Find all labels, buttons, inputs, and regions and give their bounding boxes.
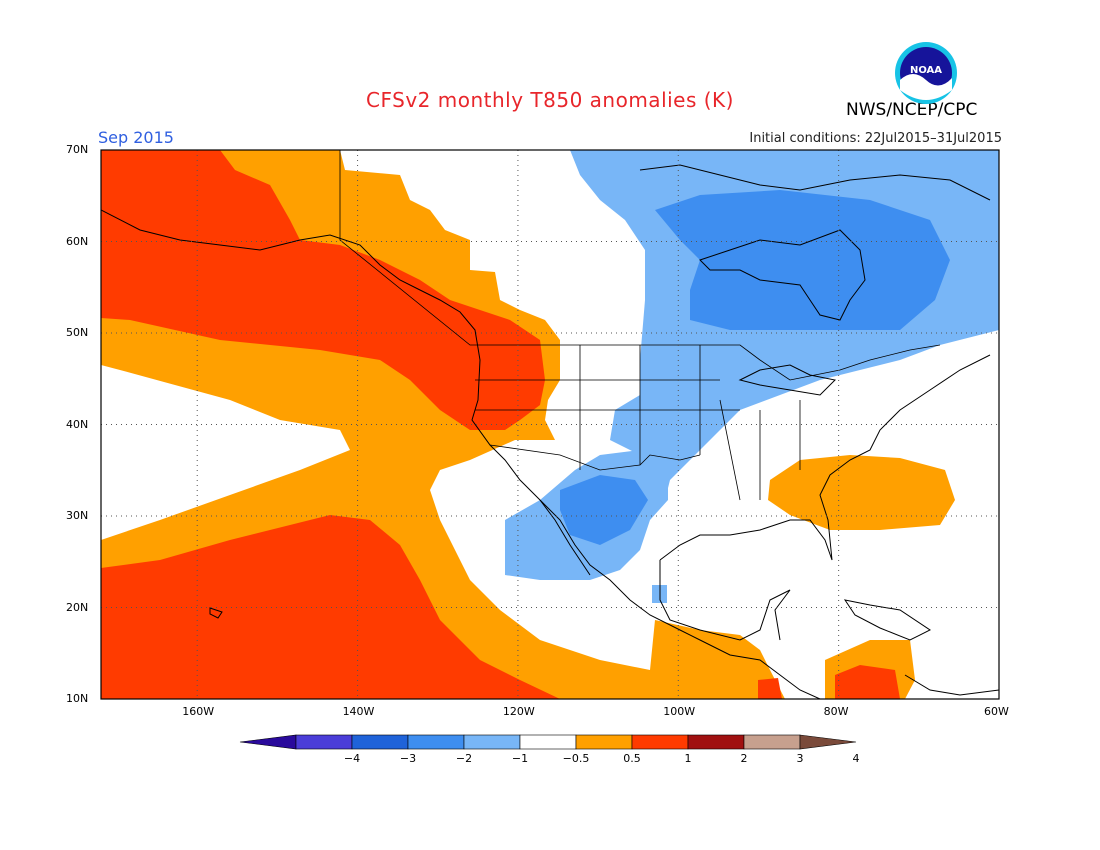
political-boundaries xyxy=(339,150,941,501)
strong-warm-region-subtropical xyxy=(101,515,560,699)
colorbar-tick-label: −3 xyxy=(399,752,417,765)
map-title: CFSv2 monthly T850 anomalies (K) xyxy=(366,88,734,112)
colorbar-tick-label: 0.5 xyxy=(623,752,641,765)
colorbar-segment xyxy=(743,734,801,750)
colorbar-tick-label: 1 xyxy=(684,752,692,765)
colorbar-tick-label: −4 xyxy=(343,752,361,765)
colorbar-tick-label: 4 xyxy=(852,752,860,765)
colorbar-segment xyxy=(687,734,745,750)
initial-conditions: Initial conditions: 22Jul2015–31Jul2015 xyxy=(749,131,1002,146)
longitude-label: 140W xyxy=(342,705,375,718)
colorbar-tick-label: 3 xyxy=(796,752,804,765)
longitude-label: 60W xyxy=(984,705,1009,718)
colorbar-segment xyxy=(463,734,521,750)
noaa-logo: NOAA xyxy=(895,42,957,104)
longitude-label: 80W xyxy=(823,705,849,718)
colorbar-segment xyxy=(351,734,409,750)
latitude-label: 50N xyxy=(66,326,89,339)
cool-region-canada xyxy=(655,190,950,330)
latitude-label: 20N xyxy=(66,600,89,614)
cool-region-southwest xyxy=(560,475,648,545)
colorbar-segment xyxy=(631,734,689,750)
longitude-label: 100W xyxy=(663,705,696,718)
colorbar-tick-label: 2 xyxy=(740,752,748,765)
colorbar xyxy=(239,734,857,750)
colorbar-tick-label: −0.5 xyxy=(562,752,590,765)
strong-warm-region-caribbean xyxy=(835,665,900,699)
latitude-label: 70N xyxy=(66,143,89,156)
agency-label: NWS/NCEP/CPC xyxy=(846,100,978,120)
plot-frame xyxy=(100,149,1000,700)
latitude-label: 40N xyxy=(66,417,89,431)
strong-warm-region-central-america xyxy=(758,678,782,699)
colorbar-arrow-high xyxy=(799,734,857,750)
longitude-label: 160W xyxy=(182,705,215,718)
anomaly-field xyxy=(101,150,999,699)
latitude-label: 10N xyxy=(66,692,89,705)
longitude-label: 120W xyxy=(502,705,535,718)
colorbar-segment xyxy=(519,734,577,750)
colorbar-tick-label: −1 xyxy=(511,752,529,765)
latitude-label: 30N xyxy=(66,509,89,522)
colorbar-tick-label: −2 xyxy=(455,752,473,765)
warm-region-southeast xyxy=(768,455,955,530)
colorbar-segment xyxy=(407,734,465,750)
strong-warm-region-northwest xyxy=(101,150,545,430)
forecast-month: Sep 2015 xyxy=(98,128,174,147)
colorbar-segment xyxy=(295,734,353,750)
logo-text: NOAA xyxy=(910,65,942,76)
colorbar-arrow-low xyxy=(239,734,297,750)
latitude-label: 60N xyxy=(66,234,89,248)
colorbar-segment xyxy=(575,734,633,750)
coastlines xyxy=(101,164,999,699)
